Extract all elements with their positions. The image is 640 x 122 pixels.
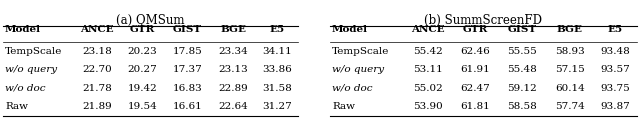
Text: 55.48: 55.48 xyxy=(507,65,537,74)
Text: 53.11: 53.11 xyxy=(413,65,443,74)
Text: 17.37: 17.37 xyxy=(173,65,202,74)
Text: BGE: BGE xyxy=(557,25,582,35)
Text: 93.87: 93.87 xyxy=(600,102,630,111)
Text: E5: E5 xyxy=(607,25,622,35)
Text: Raw: Raw xyxy=(5,102,28,111)
Text: 22.70: 22.70 xyxy=(83,65,112,74)
Text: w/o query: w/o query xyxy=(5,65,57,74)
Text: 21.78: 21.78 xyxy=(83,84,112,93)
Text: TempScale: TempScale xyxy=(5,47,62,56)
Text: Model: Model xyxy=(5,25,41,35)
Text: TempScale: TempScale xyxy=(332,47,389,56)
Text: 53.90: 53.90 xyxy=(413,102,443,111)
Text: 58.93: 58.93 xyxy=(555,47,584,56)
Text: E5: E5 xyxy=(269,25,284,35)
Text: ANCE: ANCE xyxy=(81,25,114,35)
Text: 62.47: 62.47 xyxy=(460,84,490,93)
Text: 23.34: 23.34 xyxy=(218,47,248,56)
Text: 16.61: 16.61 xyxy=(173,102,202,111)
Text: 20.27: 20.27 xyxy=(127,65,157,74)
Text: 58.58: 58.58 xyxy=(507,102,537,111)
Text: GTR: GTR xyxy=(130,25,155,35)
Text: (a) QMSum: (a) QMSum xyxy=(116,14,185,27)
Text: 55.55: 55.55 xyxy=(507,47,537,56)
Text: Model: Model xyxy=(332,25,368,35)
Text: 22.64: 22.64 xyxy=(218,102,248,111)
Text: Raw: Raw xyxy=(332,102,355,111)
Text: 21.89: 21.89 xyxy=(83,102,112,111)
Text: 55.02: 55.02 xyxy=(413,84,443,93)
Text: 61.81: 61.81 xyxy=(460,102,490,111)
Text: 60.14: 60.14 xyxy=(555,84,584,93)
Text: 62.46: 62.46 xyxy=(460,47,490,56)
Text: ANCE: ANCE xyxy=(412,25,445,35)
Text: 23.18: 23.18 xyxy=(83,47,112,56)
Text: 57.74: 57.74 xyxy=(555,102,584,111)
Text: w/o doc: w/o doc xyxy=(5,84,45,93)
Text: GTR: GTR xyxy=(462,25,488,35)
Text: 61.91: 61.91 xyxy=(460,65,490,74)
Text: (b) SummScreenFD: (b) SummScreenFD xyxy=(424,14,543,27)
Text: w/o query: w/o query xyxy=(332,65,384,74)
Text: 93.48: 93.48 xyxy=(600,47,630,56)
Text: 59.12: 59.12 xyxy=(507,84,537,93)
Text: 23.13: 23.13 xyxy=(218,65,248,74)
Text: 57.15: 57.15 xyxy=(555,65,584,74)
Text: 93.75: 93.75 xyxy=(600,84,630,93)
Text: 55.42: 55.42 xyxy=(413,47,443,56)
Text: GIST: GIST xyxy=(508,25,536,35)
Text: 22.89: 22.89 xyxy=(218,84,248,93)
Text: GIST: GIST xyxy=(173,25,202,35)
Text: 93.57: 93.57 xyxy=(600,65,630,74)
Text: 16.83: 16.83 xyxy=(173,84,202,93)
Text: 33.86: 33.86 xyxy=(262,65,292,74)
Text: 34.11: 34.11 xyxy=(262,47,292,56)
Text: 31.27: 31.27 xyxy=(262,102,292,111)
Text: 19.42: 19.42 xyxy=(127,84,157,93)
Text: 20.23: 20.23 xyxy=(127,47,157,56)
Text: 17.85: 17.85 xyxy=(173,47,202,56)
Text: 31.58: 31.58 xyxy=(262,84,292,93)
Text: BGE: BGE xyxy=(220,25,246,35)
Text: 19.54: 19.54 xyxy=(127,102,157,111)
Text: w/o doc: w/o doc xyxy=(332,84,372,93)
